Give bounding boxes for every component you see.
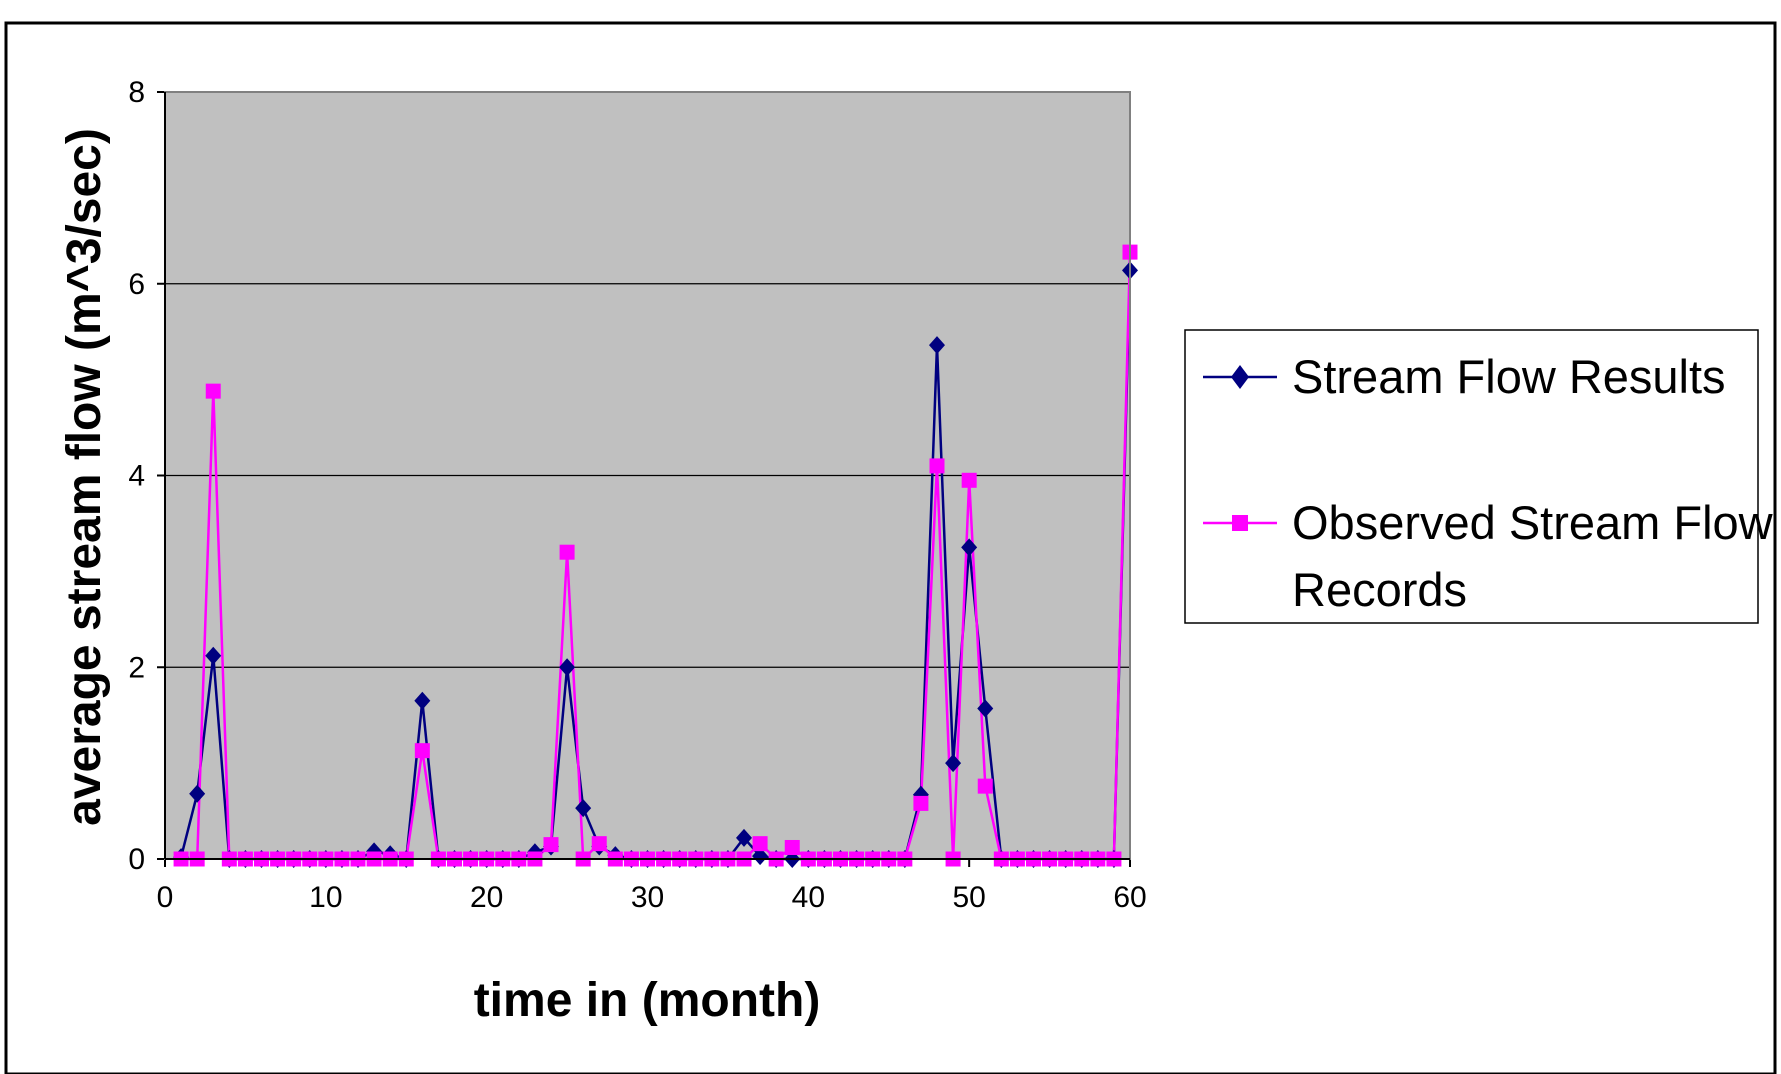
data-point-observed bbox=[205, 383, 221, 399]
data-point-results bbox=[752, 847, 769, 866]
data-point-results bbox=[205, 646, 222, 665]
data-point-results bbox=[189, 784, 206, 803]
data-point-observed bbox=[977, 778, 993, 794]
y-tick-label: 0 bbox=[128, 843, 145, 876]
data-point-observed bbox=[929, 458, 945, 474]
data-point-results bbox=[575, 799, 592, 818]
data-point-results bbox=[414, 691, 431, 710]
legend: Stream Flow Results Observed Stream Flow… bbox=[1184, 329, 1781, 624]
legend-label-observed-line1: Observed Stream Flow bbox=[1292, 496, 1774, 549]
x-tick-label: 60 bbox=[1113, 881, 1146, 914]
legend-entry-observed: Observed Stream Flow Records bbox=[1203, 496, 1781, 616]
x-tick-label: 0 bbox=[157, 881, 174, 914]
data-point-observed bbox=[752, 836, 768, 852]
x-tick-label: 10 bbox=[309, 881, 342, 914]
data-point-observed bbox=[961, 472, 977, 488]
data-point-results bbox=[977, 699, 994, 718]
y-tick-label: 4 bbox=[128, 460, 145, 493]
data-point-observed bbox=[591, 836, 607, 852]
legend-entry-stream-flow-results: Stream Flow Results bbox=[1203, 350, 1726, 403]
y-tick-label: 2 bbox=[128, 651, 145, 684]
legend-box bbox=[1184, 329, 1759, 624]
data-point-results bbox=[736, 828, 752, 847]
y-tick-label: 6 bbox=[128, 268, 145, 301]
legend-marker-square bbox=[1232, 515, 1248, 531]
legend-label-observed: Observed Stream Flow Records bbox=[1292, 496, 1781, 616]
y-tick-label: 8 bbox=[128, 76, 145, 109]
x-tick-label: 40 bbox=[792, 881, 825, 914]
legend-marker-diamond bbox=[1231, 365, 1249, 389]
data-point-observed bbox=[784, 839, 800, 855]
data-point-observed bbox=[559, 544, 575, 560]
x-tick-label: 20 bbox=[470, 881, 503, 914]
x-tick-label: 50 bbox=[952, 881, 985, 914]
x-tick-label: 30 bbox=[631, 881, 664, 914]
tick-labels: 0 2 4 6 8 0 10 20 30 40 50 60 bbox=[128, 76, 1146, 914]
data-point-observed bbox=[543, 837, 559, 853]
data-point-results bbox=[961, 538, 978, 557]
y-axis-title: average stream flow (m^3/sec) bbox=[58, 128, 111, 826]
x-axis-title: time in (month) bbox=[474, 974, 821, 1027]
legend-label-results: Stream Flow Results bbox=[1292, 350, 1726, 403]
data-point-observed bbox=[414, 743, 430, 759]
data-point-results bbox=[559, 658, 576, 677]
data-point-results bbox=[945, 754, 962, 773]
data-point-observed bbox=[913, 795, 929, 811]
data-point-results bbox=[929, 336, 945, 355]
legend-label-observed-line2: Records bbox=[1292, 563, 1467, 616]
